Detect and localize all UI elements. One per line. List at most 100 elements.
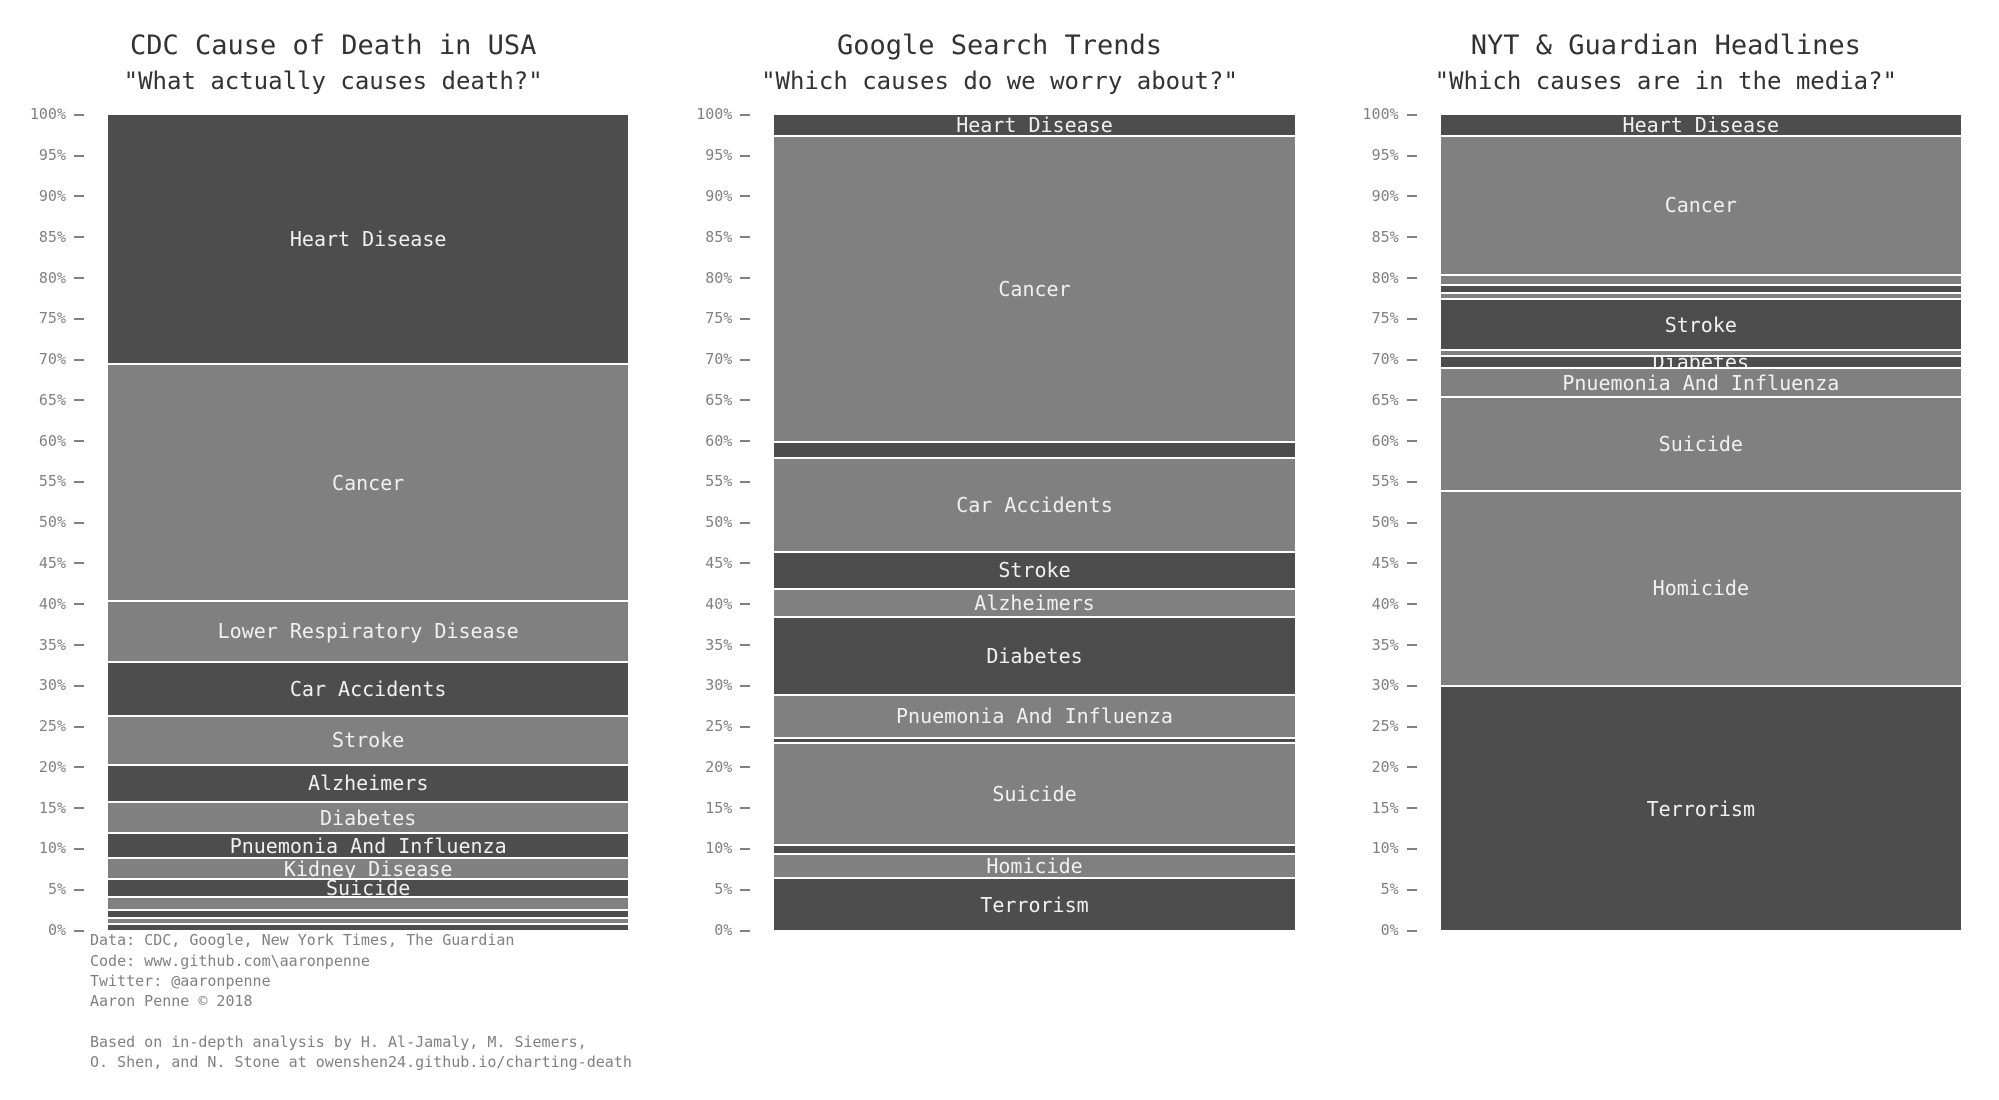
segment-label: Lower Respiratory Disease xyxy=(218,621,519,641)
y-tick: 60% xyxy=(39,432,84,450)
y-tick: 100% xyxy=(30,105,84,123)
segment xyxy=(108,909,628,917)
segment xyxy=(774,737,1294,743)
y-axis: 0%5%10%15%20%25%30%35%40%45%50%55%60%65%… xyxy=(666,114,756,930)
segment-label: Alzheimers xyxy=(974,593,1094,613)
bar-stack: TerrorismHomicideSuicidePnuemonia And In… xyxy=(1441,114,1961,930)
y-tick: 5% xyxy=(1381,880,1417,898)
y-tick: 10% xyxy=(705,839,750,857)
segment: Suicide xyxy=(1441,396,1961,490)
y-tick: 90% xyxy=(1372,187,1417,205)
y-tick: 25% xyxy=(705,717,750,735)
y-tick: 35% xyxy=(1372,636,1417,654)
y-tick: 90% xyxy=(705,187,750,205)
y-tick: 95% xyxy=(39,146,84,164)
panel-cdc: CDC Cause of Death in USA "What actually … xyxy=(0,30,666,930)
segment-label: Pnuemonia And Influenza xyxy=(230,836,507,856)
y-tick: 75% xyxy=(705,309,750,327)
y-tick: 80% xyxy=(705,269,750,287)
segment: Diabetes xyxy=(774,616,1294,693)
y-tick: 55% xyxy=(39,472,84,490)
bar-stack: TerrorismHomicide Suicide Pnuemonia And In… xyxy=(774,114,1294,930)
y-tick: 90% xyxy=(39,187,84,205)
segment-label: Suicide xyxy=(1659,434,1743,454)
y-tick: 25% xyxy=(39,717,84,735)
segment: Diabetes xyxy=(1441,355,1961,367)
segment: Cancer xyxy=(774,135,1294,441)
y-tick: 15% xyxy=(39,799,84,817)
figure: CDC Cause of Death in USA "What actually … xyxy=(0,0,1999,1100)
segment: Car Accidents xyxy=(108,661,628,715)
bar-column: TerrorismHomicide Suicide Pnuemonia And In… xyxy=(756,114,1312,930)
segment xyxy=(108,917,628,924)
y-tick: 100% xyxy=(1363,105,1417,123)
panel-subtitle: "Which causes do we worry about?" xyxy=(666,66,1332,96)
y-tick: 100% xyxy=(696,105,750,123)
y-tick: 30% xyxy=(705,676,750,694)
segment: Suicide xyxy=(774,742,1294,844)
segment-label: Pnuemonia And Influenza xyxy=(896,706,1173,726)
y-tick: 45% xyxy=(39,554,84,572)
plot-row: 0%5%10%15%20%25%30%35%40%45%50%55%60%65%… xyxy=(1333,114,1999,930)
y-tick: 65% xyxy=(705,391,750,409)
y-tick: 20% xyxy=(1372,758,1417,776)
segment-label: Heart Disease xyxy=(1623,115,1780,135)
segment: Alzheimers xyxy=(774,588,1294,617)
panel-title: CDC Cause of Death in USA xyxy=(0,30,666,62)
segment: Pnuemonia And Influenza xyxy=(108,832,628,857)
plot-row: 0%5%10%15%20%25%30%35%40%45%50%55%60%65%… xyxy=(0,114,666,930)
segment-label: Car Accidents xyxy=(956,495,1113,515)
y-tick: 70% xyxy=(1372,350,1417,368)
y-tick: 5% xyxy=(714,880,750,898)
segment-label: Heart Disease xyxy=(290,229,447,249)
y-tick: 40% xyxy=(1372,595,1417,613)
y-tick: 95% xyxy=(705,146,750,164)
panel-titles: Google Search Trends "Which causes do we … xyxy=(666,30,1332,96)
segment-label: Cancer xyxy=(332,473,404,493)
segment: Terrorism xyxy=(774,877,1294,930)
segment: Pnuemonia And Influenza xyxy=(774,694,1294,737)
segment-label: Kidney Disease xyxy=(284,859,453,878)
panel-subtitle: "What actually causes death?" xyxy=(0,66,666,96)
y-tick: 70% xyxy=(39,350,84,368)
segment-label: Diabetes xyxy=(1653,355,1749,367)
y-tick: 45% xyxy=(1372,554,1417,572)
y-tick: 65% xyxy=(39,391,84,409)
y-tick: 35% xyxy=(705,636,750,654)
y-tick: 25% xyxy=(1372,717,1417,735)
y-tick: 40% xyxy=(705,595,750,613)
segment-label: Diabetes xyxy=(320,808,416,828)
y-tick: 80% xyxy=(39,269,84,287)
segment: Heart Disease xyxy=(1441,115,1961,135)
y-tick: 85% xyxy=(1372,228,1417,246)
panel-nyt: NYT & Guardian Headlines"Which causes ar… xyxy=(1333,30,1999,930)
y-tick: 0% xyxy=(48,921,84,939)
segment: Stroke xyxy=(774,551,1294,588)
y-tick: 20% xyxy=(705,758,750,776)
panel-titles: NYT & Guardian Headlines"Which causes ar… xyxy=(1333,30,1999,96)
segment: Homicide xyxy=(774,853,1294,877)
segment-label: Cancer xyxy=(1665,195,1737,215)
segment: Alzheimers xyxy=(108,764,628,802)
segment-label: Stroke xyxy=(332,730,404,750)
segment-label: Stroke xyxy=(1665,315,1737,335)
y-tick: 15% xyxy=(1372,799,1417,817)
segment-label: Suicide xyxy=(992,784,1076,804)
segment xyxy=(1441,292,1961,298)
segment: Car Accidents xyxy=(774,457,1294,551)
segment-label: Homicide xyxy=(1653,578,1749,598)
panel-google: Google Search Trends "Which causes do we … xyxy=(666,30,1332,930)
panels-row: CDC Cause of Death in USA "What actually … xyxy=(0,30,1999,930)
segment xyxy=(1441,274,1961,285)
segment: Suicide xyxy=(108,878,628,896)
segment-label: Alzheimers xyxy=(308,773,428,793)
y-tick: 75% xyxy=(1372,309,1417,327)
segment: Homicide xyxy=(1441,490,1961,686)
y-tick: 95% xyxy=(1372,146,1417,164)
panel-title: Google Search Trends xyxy=(666,30,1332,62)
y-tick: 85% xyxy=(39,228,84,246)
y-tick: 50% xyxy=(705,513,750,531)
y-tick: 55% xyxy=(1372,472,1417,490)
panel-title: NYT & Guardian Headlines xyxy=(1333,30,1999,62)
segment: Terrorism xyxy=(1441,685,1961,930)
